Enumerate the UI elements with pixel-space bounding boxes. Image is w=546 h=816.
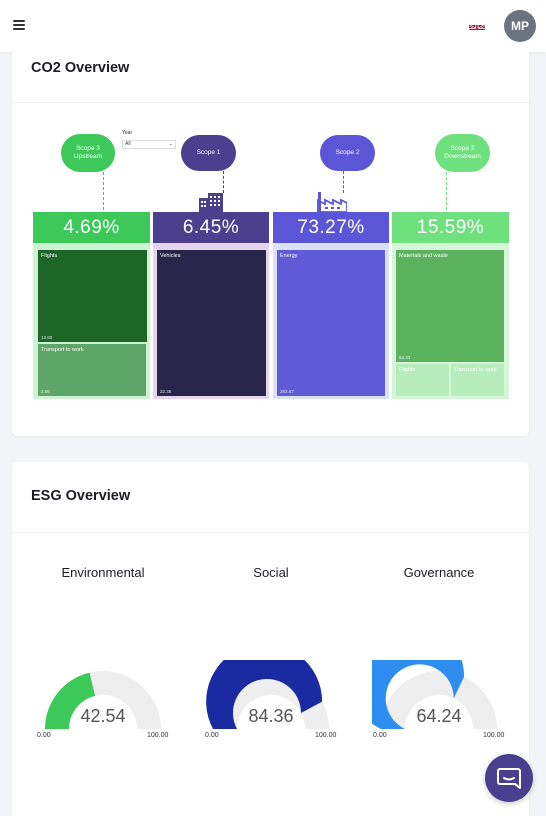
gauge-title-governance: Governance [403,565,475,580]
scope3-downstream-percentage-value: 15.59% [416,216,485,238]
scope2-bubble-label: Scope 2 [335,149,360,156]
gauge-fill [45,672,96,729]
treemap-cell-transport-to-work[interactable]: Transport to work [451,364,504,396]
treemap-cell-vehicles[interactable]: Vehicles 22.35 [157,250,266,396]
scope1-percentage: 6.45% [153,212,269,243]
bubble-stem [446,172,447,210]
divider [12,532,529,533]
year-filter-value: All [125,141,131,147]
treemap-cell-energy[interactable]: Energy 253.67 [277,250,385,396]
scope3-downstream-treemap: Materials and waste 53.33 Flights Transp… [392,243,509,399]
bubble-stem [103,172,104,210]
cell-value: 22.35 [160,389,172,394]
year-filter-select[interactable]: All ⌄ [122,140,176,149]
scope3-downstream-bubble-label: Scope 3 Downstream [444,145,481,160]
cell-label: Vehicles [160,253,181,259]
gauge-min-environmental: 0.00 [37,732,51,739]
gauge-track [381,671,497,729]
scope3-downstream-percentage: 15.59% [392,212,509,243]
scope3-upstream-percentage: 4.69% [33,212,150,243]
chevron-down-icon: ⌄ [168,141,173,147]
gauge-max-social: 100.00 [315,732,337,739]
scope1-percentage-value: 6.45% [182,216,240,238]
bubble-stem [223,171,224,193]
gauge-title-environmental: Environmental [61,565,145,580]
cell-label: Energy [280,253,298,259]
scope2-treemap: Energy 253.67 [273,243,389,399]
gauge-title-social: Social [253,565,289,580]
gauge-environmental [45,671,161,729]
scope3-downstream-bubble: Scope 3 Downstream [435,134,490,172]
chat-button[interactable] [485,754,533,802]
co2-overview-title: CO2 Overview [31,60,130,76]
scope2-percentage: 73.27% [273,212,389,243]
cell-value: 53.33 [399,355,411,360]
gauge-min-social: 0.00 [205,732,219,739]
treemap-cell-flights[interactable]: Flights 13.80 [38,250,147,342]
scope2-bubble: Scope 2 [320,135,375,171]
cell-label: Flights [399,367,416,373]
gauge-social [206,660,329,729]
gauge-max-environmental: 100.00 [147,732,169,739]
building-icon [199,193,223,212]
top-bar: MP [0,0,546,52]
chat-icon [497,768,521,789]
gauge-fill [206,660,323,729]
cell-value: 13.80 [41,335,53,340]
esg-overview-card: ESG Overview [12,462,529,816]
scope1-treemap: Vehicles 22.35 [153,243,269,399]
cell-label: Transport to work [454,367,497,373]
gauge-fill [372,660,465,729]
scope1-bubble-label: Scope 1 [196,149,221,156]
gauge-governance [372,660,497,729]
scope3-upstream-percentage-value: 4.69% [63,216,120,238]
gauge-value-environmental: 42.54 [80,706,126,726]
scope3-upstream-bubble: Scope 3 Upstream [61,134,115,172]
scope3-upstream-treemap: Flights 13.80 Transport to work 2.56 [33,243,150,399]
gauge-value-governance: 64.24 [416,706,462,726]
scope2-percentage-value: 73.27% [297,216,365,238]
uk-flag-icon[interactable] [469,21,485,30]
menu-icon[interactable] [13,19,25,31]
cell-label: Transport to work [41,347,84,353]
cell-value: 2.56 [41,389,50,394]
cell-value: 253.67 [280,389,294,394]
scope3-upstream-bubble-label: Scope 3 Upstream [73,145,103,160]
factory-icon [316,192,348,213]
treemap-cell-flights[interactable]: Flights [396,364,449,396]
treemap-cell-materials-and-waste[interactable]: Materials and waste 53.33 [396,250,504,362]
gauge-min-governance: 0.00 [373,732,387,739]
treemap-cell-transport-to-work[interactable]: Transport to work 2.56 [38,344,146,396]
cell-label: Flights [41,253,58,259]
bubble-stem [343,171,344,193]
gauge-max-governance: 100.00 [483,732,505,739]
year-filter-label: Year [122,130,133,136]
gauge-value-social: 84.36 [248,706,294,726]
esg-overview-title: ESG Overview [31,488,131,504]
avatar[interactable]: MP [504,10,536,42]
divider [12,102,529,103]
cell-label: Materials and waste [399,253,448,259]
scope1-bubble: Scope 1 [181,135,236,171]
